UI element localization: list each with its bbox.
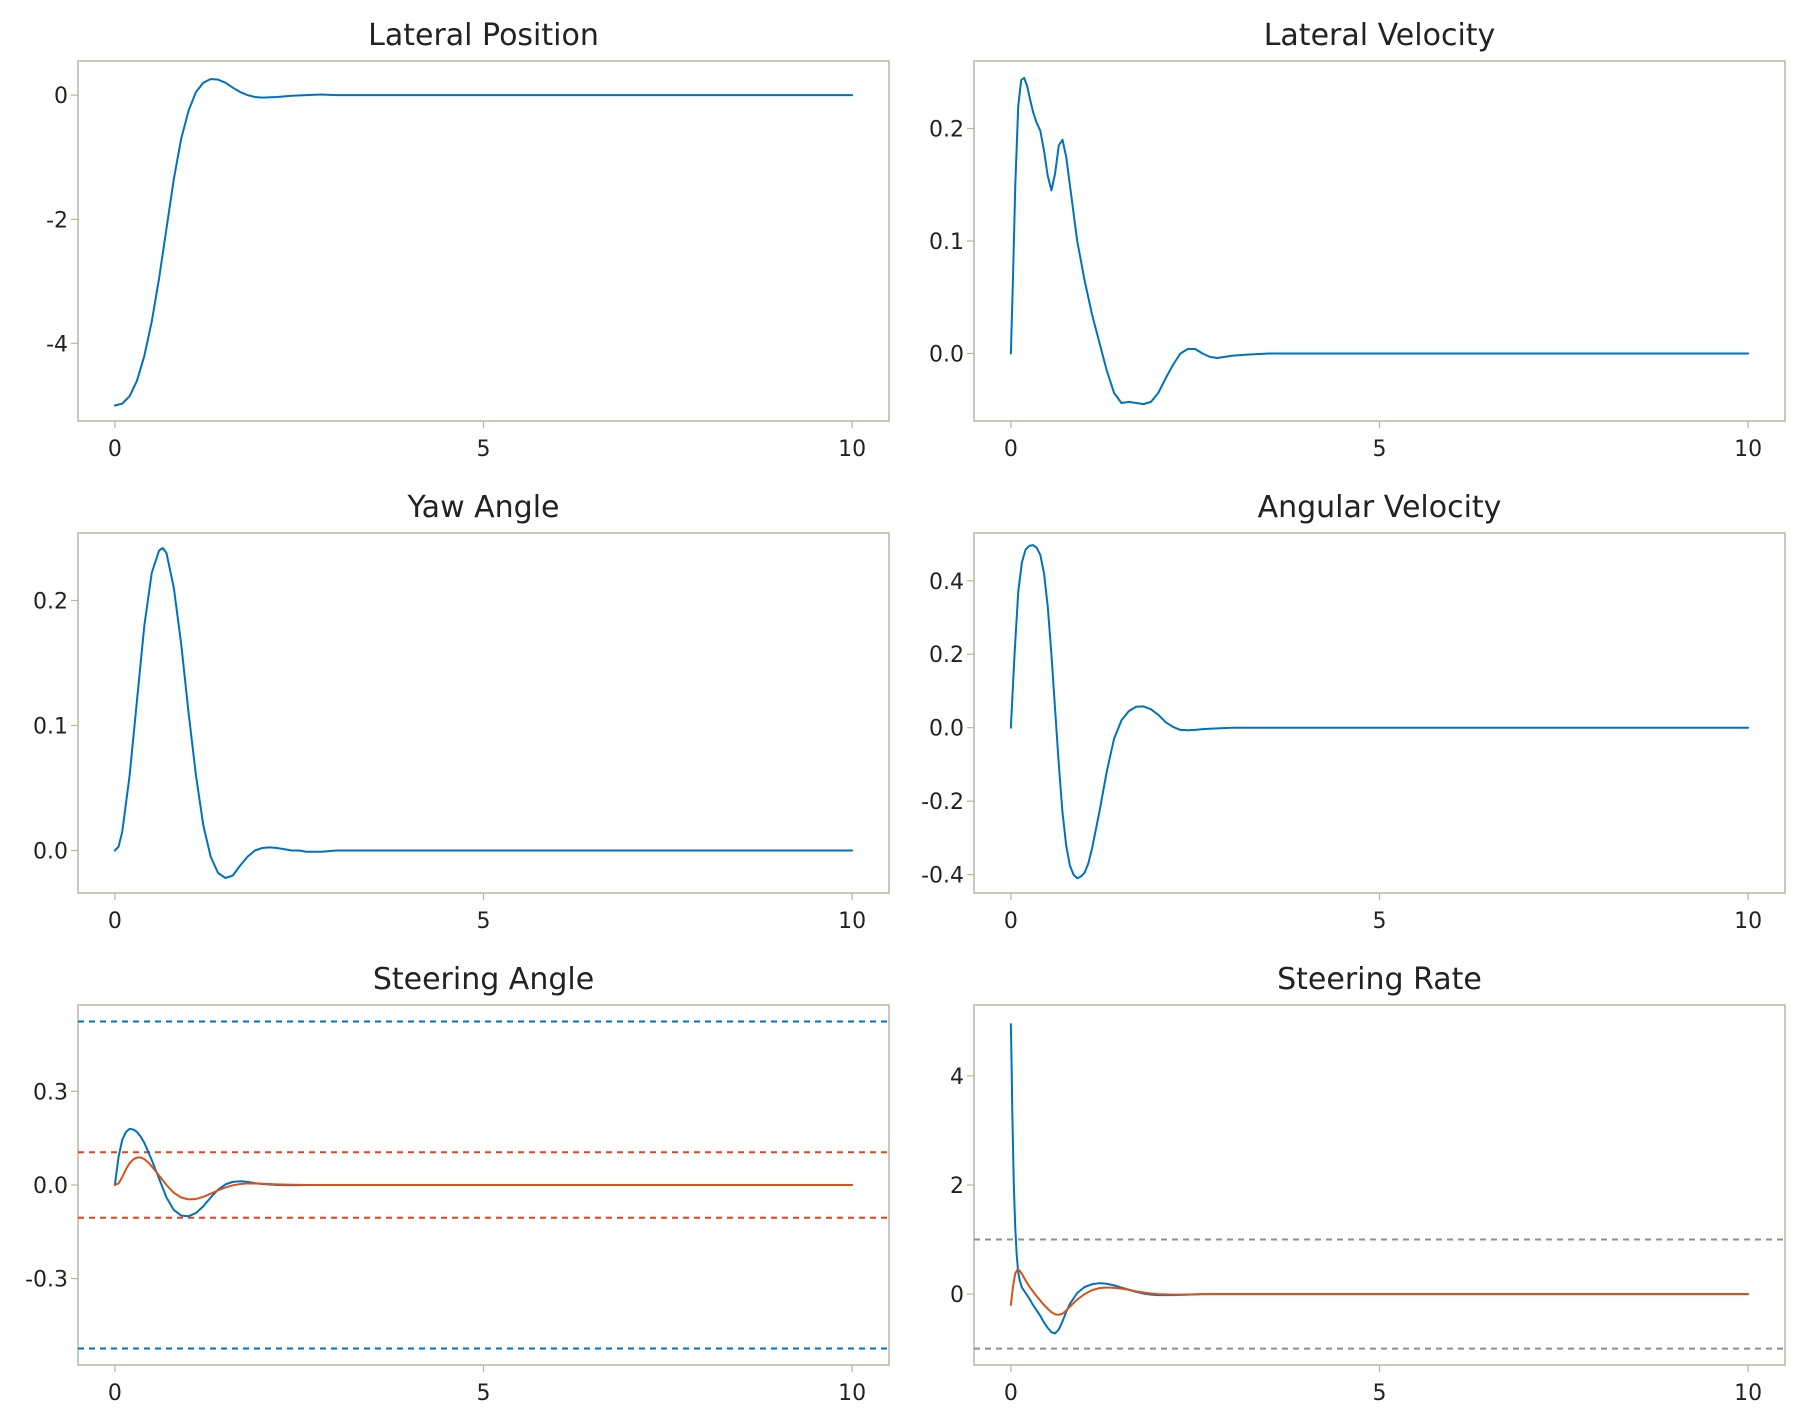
yaw-angle-x-tick-label: 5 [477, 909, 491, 934]
lateral-position-series-line-1 [113, 78, 854, 407]
lateral-position-title: Lateral Position [368, 18, 599, 53]
yaw-angle-x-tick-label: 0 [108, 909, 122, 934]
steering-angle-series-line-1 [113, 1127, 854, 1218]
steering-rate-chart: Steering Rate 0 5 10 0 2 4 [950, 962, 1786, 1406]
yaw-angle-chart: Yaw Angle 0 5 10 0.0 0.1 0.2 [33, 490, 890, 934]
angular-velocity-chart: Angular Velocity 0 5 10 -0.4 -0.2 0.0 0.2 0.4 [921, 490, 1786, 934]
angular-velocity-series-line-1 [1009, 544, 1750, 880]
yaw-angle-x-tick-label: 10 [838, 909, 866, 934]
yaw-angle-series-line-1 [113, 547, 854, 879]
lateral-position-y-tick-label: -4 [46, 332, 68, 357]
steering-rate-series-line-1 [1009, 1023, 1750, 1335]
lateral-velocity-x-tick-label: 5 [1373, 437, 1387, 462]
steering-rate-y-tick-label: 4 [950, 1065, 964, 1090]
steering-angle-chart: Steering Angle 0 5 10 -0.3 0.0 0.3 [25, 962, 890, 1406]
lateral-velocity-y-tick-label: 0.1 [929, 230, 964, 255]
steering-rate-y-tick-label: 0 [950, 1283, 964, 1308]
steering-angle-y-tick-label: 0.3 [33, 1080, 68, 1105]
lateral-velocity-plot-frame [973, 60, 1786, 422]
steering-rate-x-tick-label: 10 [1734, 1381, 1762, 1406]
steering-angle-x-tick-label: 10 [838, 1381, 866, 1406]
lateral-velocity-x-tick-label: 0 [1004, 437, 1018, 462]
lateral-position-plot-frame [77, 60, 890, 422]
yaw-angle-y-tick-label: 0.0 [33, 840, 68, 865]
lateral-velocity-y-tick-label: 0.0 [929, 343, 964, 368]
steering-angle-x-tick-label: 5 [477, 1381, 491, 1406]
steering-rate-series-line-2 [1009, 1268, 1750, 1316]
angular-velocity-title: Angular Velocity [1258, 490, 1502, 525]
lateral-velocity-x-tick-label: 10 [1734, 437, 1762, 462]
yaw-angle-y-tick-label: 0.1 [33, 715, 68, 740]
angular-velocity-x-tick-label: 0 [1004, 909, 1018, 934]
lateral-position-x-tick-label: 0 [108, 437, 122, 462]
steering-angle-title: Steering Angle [373, 962, 594, 997]
steering-angle-y-tick-label: 0.0 [33, 1174, 68, 1199]
steering-rate-x-tick-label: 5 [1373, 1381, 1387, 1406]
steering-angle-x-tick-label: 0 [108, 1381, 122, 1406]
steering-angle-y-tick-label: -0.3 [25, 1268, 68, 1293]
lateral-velocity-title: Lateral Velocity [1264, 18, 1496, 53]
lateral-velocity-chart: Lateral Velocity 0 5 10 0.0 0.1 0.2 [929, 18, 1786, 462]
lateral-velocity-y-tick-label: 0.2 [929, 118, 964, 143]
steering-rate-y-tick-label: 2 [950, 1174, 964, 1199]
lateral-velocity-series-line-1 [1009, 76, 1750, 406]
angular-velocity-y-tick-label: 0.0 [929, 717, 964, 742]
steering-angle-series-line-2 [113, 1156, 854, 1201]
angular-velocity-x-tick-label: 10 [1734, 909, 1762, 934]
lateral-position-x-tick-label: 10 [838, 437, 866, 462]
angular-velocity-y-tick-label: -0.2 [921, 790, 964, 815]
yaw-angle-y-tick-label: 0.2 [33, 590, 68, 615]
lateral-position-y-tick-label: 0 [54, 84, 68, 109]
steering-rate-plot-frame [973, 1004, 1786, 1366]
yaw-angle-plot-frame [77, 532, 890, 894]
lateral-position-y-tick-label: -2 [46, 208, 68, 233]
lateral-position-chart: Lateral Position 0 5 10 -4 -2 0 [46, 18, 890, 462]
steering-rate-x-tick-label: 0 [1004, 1381, 1018, 1406]
steering-rate-title: Steering Rate [1277, 962, 1482, 997]
angular-velocity-y-tick-label: 0.2 [929, 643, 964, 668]
lateral-position-x-tick-label: 5 [477, 437, 491, 462]
angular-velocity-plot-frame [973, 532, 1786, 894]
angular-velocity-x-tick-label: 5 [1373, 909, 1387, 934]
angular-velocity-y-tick-label: 0.4 [929, 570, 964, 595]
yaw-angle-title: Yaw Angle [406, 490, 559, 525]
angular-velocity-y-tick-label: -0.4 [921, 864, 964, 889]
